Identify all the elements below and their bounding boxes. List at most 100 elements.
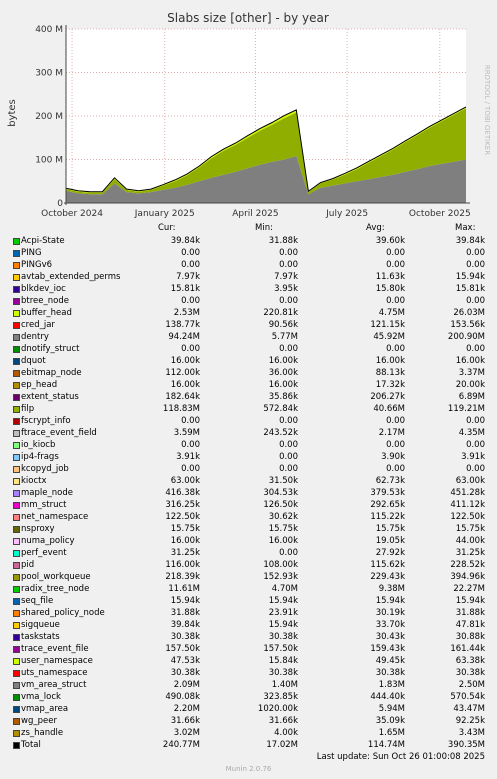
y-ticks: 0 100 M 200 M 300 M 400 M bbox=[35, 25, 63, 209]
legend-avg: 49.45k bbox=[375, 656, 405, 666]
legend-cur: 15.81k bbox=[170, 284, 200, 294]
legend-avg: 30.43k bbox=[375, 632, 405, 642]
legend-cur: 0.00 bbox=[181, 464, 200, 474]
legend-name: nsproxy bbox=[21, 524, 55, 534]
legend-row: maple_node 416.38k 304.53k 379.53k 451.28k bbox=[0, 487, 497, 499]
legend-swatch bbox=[13, 310, 20, 317]
legend-min: 16.00k bbox=[268, 356, 298, 366]
legend-max: 26.03M bbox=[453, 308, 485, 318]
legend-name: pid bbox=[21, 560, 35, 570]
legend-row: dnotify_struct 0.00 0.00 0.00 0.00 bbox=[0, 343, 497, 355]
legend-swatch bbox=[13, 706, 20, 713]
legend-cur: 138.77k bbox=[165, 320, 200, 330]
legend-avg: 0.00 bbox=[386, 416, 405, 426]
legend-cur: 157.50k bbox=[165, 644, 200, 654]
legend-cur: 31.66k bbox=[170, 716, 200, 726]
legend-name: vm_area_struct bbox=[21, 680, 87, 690]
legend-name: PING bbox=[21, 248, 42, 258]
legend-cur: 7.97k bbox=[176, 272, 200, 282]
legend-min: 31.66k bbox=[268, 716, 298, 726]
legend-max: 16.00k bbox=[455, 356, 485, 366]
y-axis-label: bytes bbox=[7, 99, 18, 127]
legend-avg: 15.94k bbox=[375, 596, 405, 606]
legend-cur: 240.77M bbox=[162, 740, 200, 750]
legend-cur: 0.00 bbox=[181, 440, 200, 450]
legend-avg: 88.13k bbox=[375, 368, 405, 378]
legend-avg: 11.63k bbox=[375, 272, 405, 282]
x-tick-label: October 2025 bbox=[409, 209, 471, 219]
legend-max: 153.56k bbox=[450, 320, 485, 330]
legend-avg: 292.65k bbox=[370, 500, 405, 510]
legend-swatch bbox=[13, 478, 20, 485]
legend-cur: 0.00 bbox=[181, 296, 200, 306]
legend-cur: 3.02M bbox=[173, 728, 200, 738]
legend-cur: 182.64k bbox=[165, 392, 200, 402]
legend-swatch bbox=[13, 430, 20, 437]
legend-cur: 47.53k bbox=[170, 656, 200, 666]
legend-row: vm_area_struct 2.09M 1.40M 1.83M 2.50M bbox=[0, 679, 497, 691]
legend-min: 16.00k bbox=[268, 536, 298, 546]
legend-swatch bbox=[13, 334, 20, 341]
legend-avg: 0.00 bbox=[386, 344, 405, 354]
legend-max: 31.88k bbox=[455, 608, 485, 618]
legend-row: ip4-frags 3.91k 0.00 3.90k 3.91k bbox=[0, 451, 497, 463]
legend-min: 323.85k bbox=[263, 692, 298, 702]
legend-max: 31.25k bbox=[455, 548, 485, 558]
legend-name: blkdev_ioc bbox=[21, 284, 66, 294]
legend-cur: 416.38k bbox=[165, 488, 200, 498]
legend-swatch bbox=[13, 610, 20, 617]
legend-name: Total bbox=[21, 740, 41, 750]
legend-max: 3.37M bbox=[458, 368, 485, 378]
legend-avg: 15.80k bbox=[375, 284, 405, 294]
legend-swatch bbox=[13, 550, 20, 557]
legend-cur: 94.24M bbox=[168, 332, 200, 342]
legend-avg: 27.92k bbox=[375, 548, 405, 558]
legend-row: numa_policy 16.00k 16.00k 19.05k 44.00k bbox=[0, 535, 497, 547]
legend-swatch bbox=[13, 286, 20, 293]
legend-avg: 62.73k bbox=[375, 476, 405, 486]
legend-cur: 63.00k bbox=[170, 476, 200, 486]
total-line bbox=[65, 106, 467, 193]
legend-max: 47.81k bbox=[455, 620, 485, 630]
legend-row: buffer_head 2.53M 220.81k 4.75M 26.03M bbox=[0, 307, 497, 319]
legend-max: 200.90M bbox=[447, 332, 485, 342]
legend-row: mm_struct 316.25k 126.50k 292.65k 411.12k bbox=[0, 499, 497, 511]
legend-swatch bbox=[13, 358, 20, 365]
legend-max: 15.94k bbox=[455, 596, 485, 606]
legend-max: 3.43M bbox=[458, 728, 485, 738]
legend-name: kcopyd_job bbox=[21, 464, 69, 474]
legend-name: btree_node bbox=[21, 296, 69, 306]
legend-row: btree_node 0.00 0.00 0.00 0.00 bbox=[0, 295, 497, 307]
legend-swatch bbox=[13, 730, 20, 737]
legend-min: 16.00k bbox=[268, 380, 298, 390]
header-max: Max: bbox=[455, 223, 476, 233]
legend-swatch bbox=[13, 562, 20, 569]
legend-swatch bbox=[13, 670, 20, 677]
legend-avg: 9.38M bbox=[378, 584, 405, 594]
legend-row: dentry 94.24M 5.77M 45.92M 200.90M bbox=[0, 331, 497, 343]
legend-avg: 40.66M bbox=[373, 404, 405, 414]
legend-max: 2.50M bbox=[458, 680, 485, 690]
legend-name: sigqueue bbox=[21, 620, 60, 630]
legend-swatch bbox=[13, 274, 20, 281]
legend-max: 4.35M bbox=[458, 428, 485, 438]
legend-row: vma_lock 490.08k 323.85k 444.40k 570.54k bbox=[0, 691, 497, 703]
legend-name: ep_head bbox=[21, 380, 58, 390]
legend-cur: 316.25k bbox=[165, 500, 200, 510]
legend-swatch bbox=[13, 658, 20, 665]
legend-row: ebitmap_node 112.00k 36.00k 88.13k 3.37M bbox=[0, 367, 497, 379]
legend-row: pid 116.00k 108.00k 115.62k 228.52k bbox=[0, 559, 497, 571]
legend-min: 1.40M bbox=[271, 680, 298, 690]
legend-max: 394.96k bbox=[450, 572, 485, 582]
legend-swatch bbox=[13, 586, 20, 593]
legend-cur: 0.00 bbox=[181, 416, 200, 426]
legend-row: Total 240.77M 17.02M 114.74M 390.35M bbox=[0, 739, 497, 751]
legend-avg: 1.65M bbox=[378, 728, 405, 738]
legend-avg: 15.75k bbox=[375, 524, 405, 534]
legend-cur: 116.00k bbox=[165, 560, 200, 570]
legend-avg: 379.53k bbox=[370, 488, 405, 498]
legend-row: taskstats 30.38k 30.38k 30.43k 30.88k bbox=[0, 631, 497, 643]
legend-min: 3.95k bbox=[274, 284, 298, 294]
legend-row: wg_peer 31.66k 31.66k 35.09k 92.25k bbox=[0, 715, 497, 727]
legend-name: pool_workqueue bbox=[21, 572, 91, 582]
